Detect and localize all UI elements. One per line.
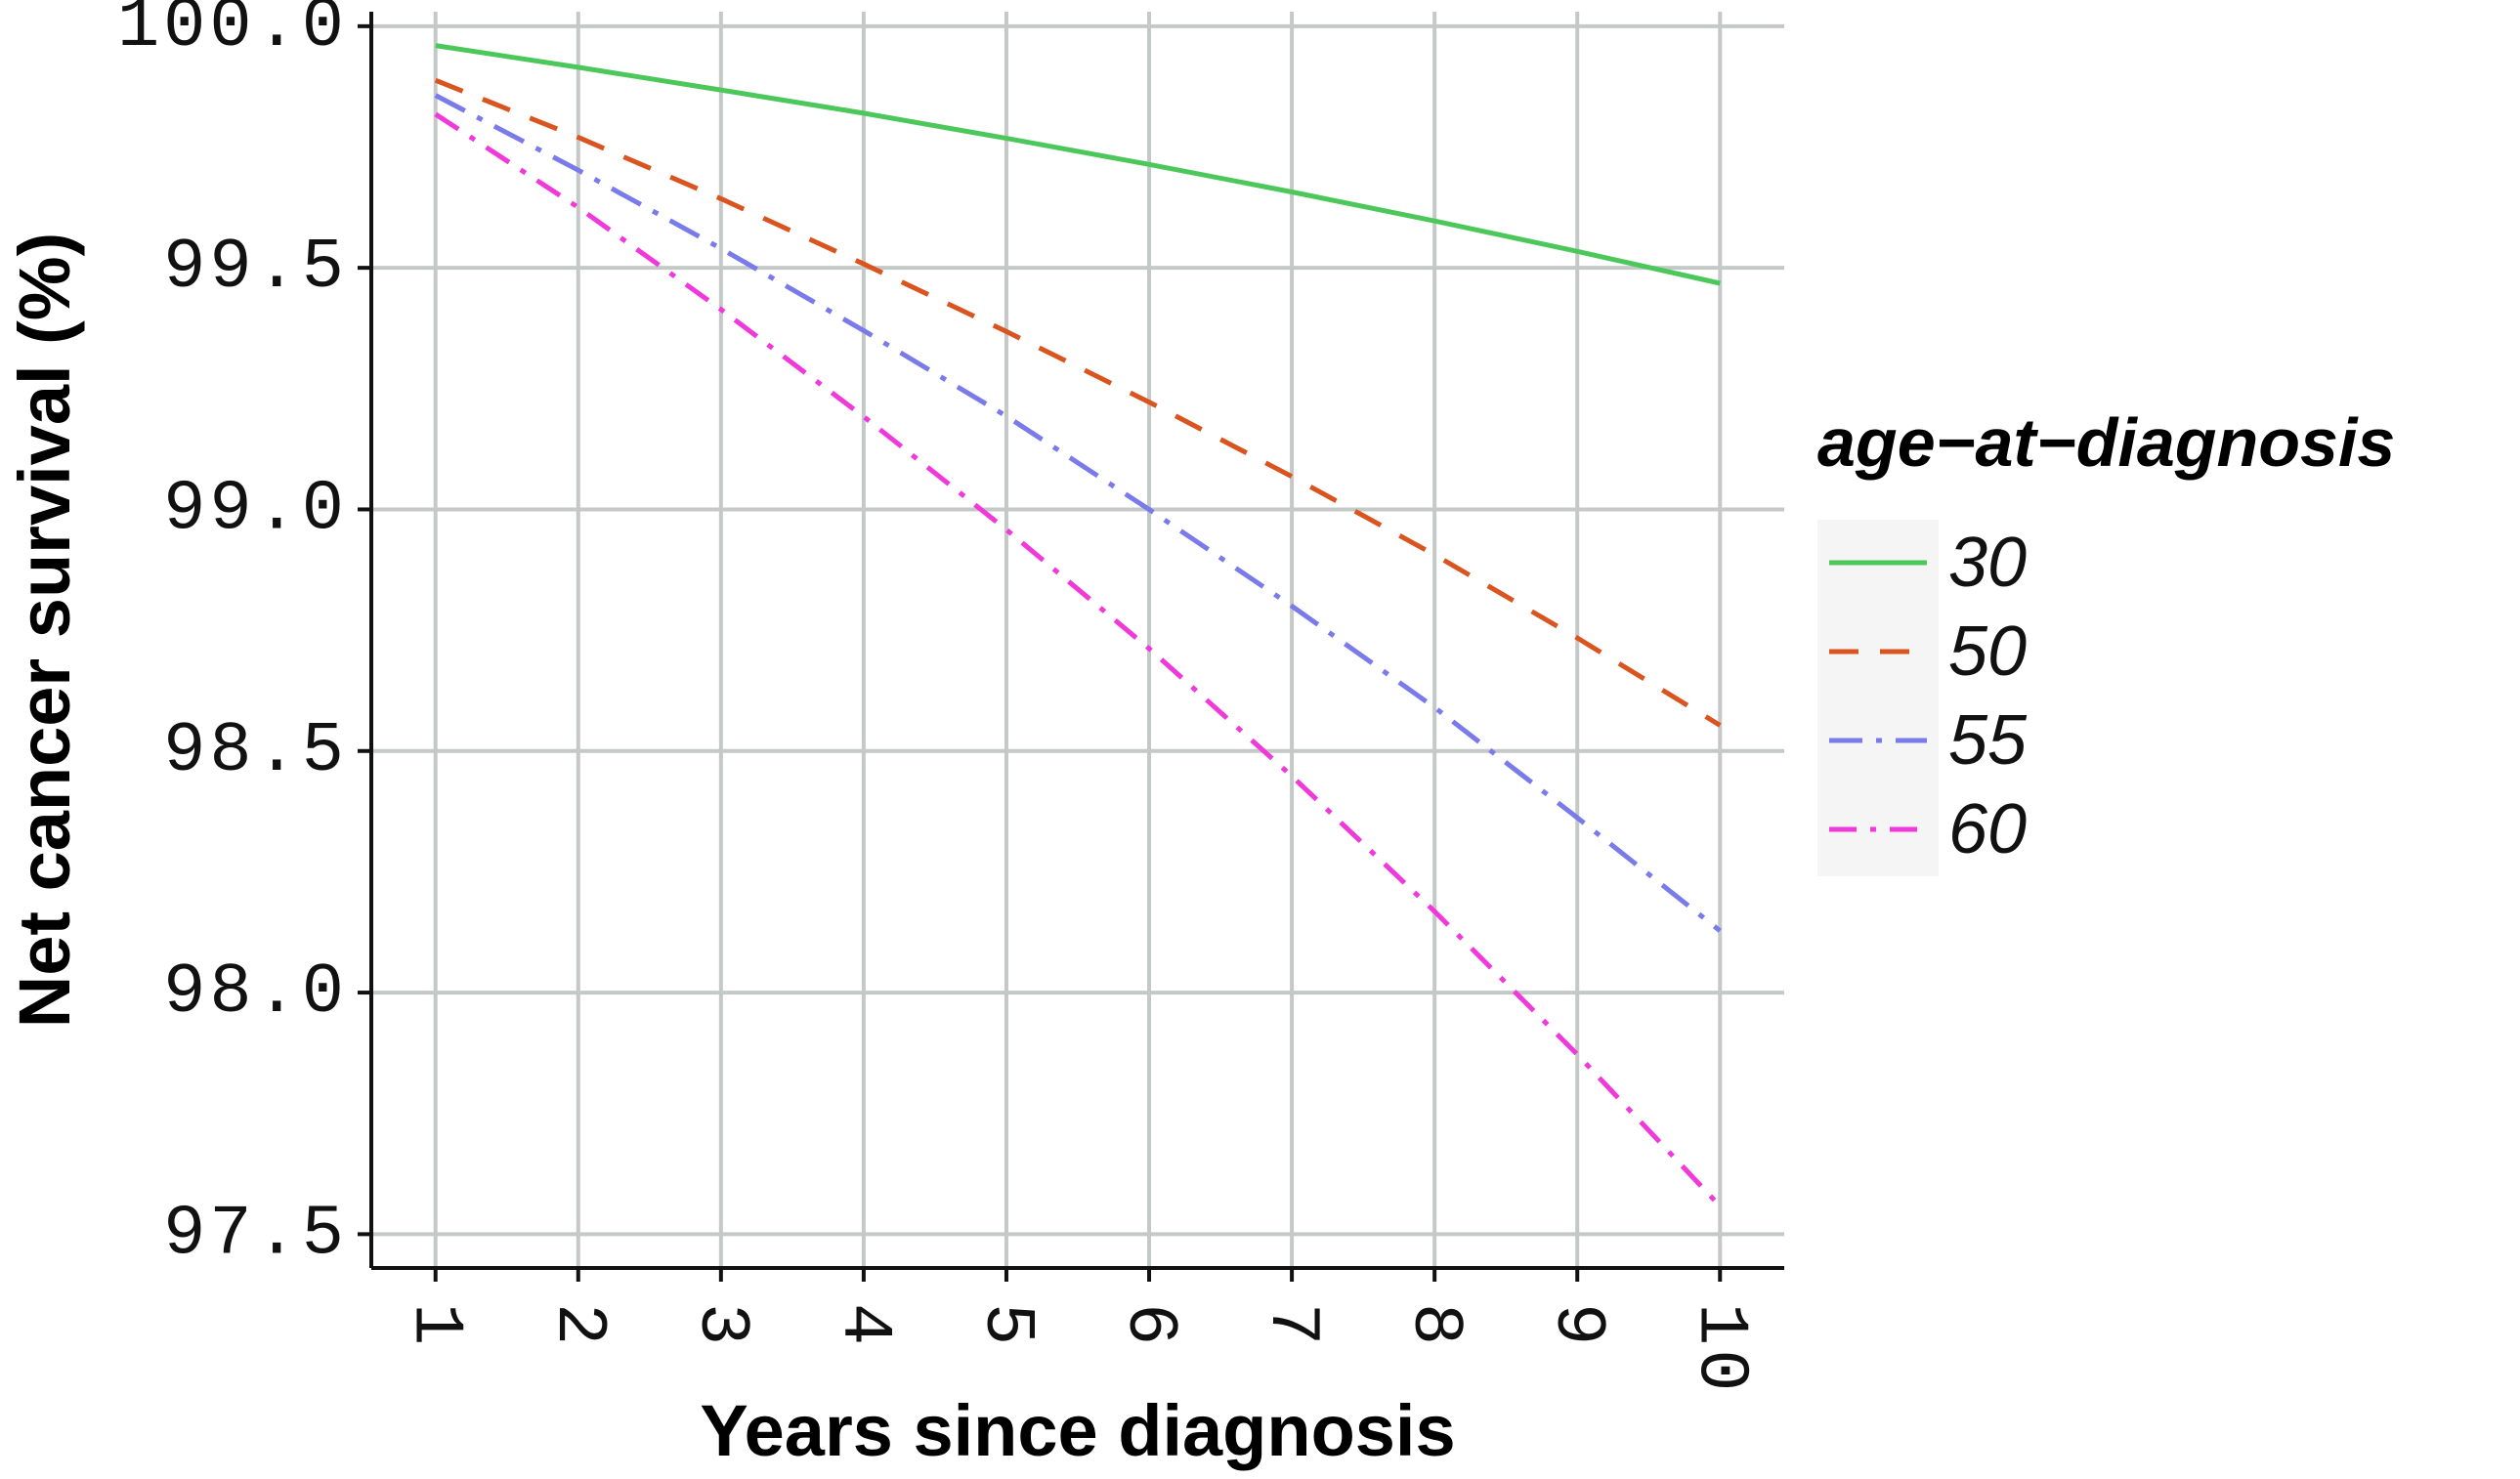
x-tick-label: 3 (681, 1303, 761, 1349)
x-tick-label: 4 (824, 1303, 904, 1349)
y-axis-title: Net cancer survival (%) (4, 232, 85, 1028)
gridlines (371, 12, 1784, 1268)
y-tick-label: 98.0 (163, 952, 348, 1033)
series-line-age-50 (434, 77, 1722, 728)
tick-labels: 1 2 3 4 5 6 7 8 9 10 97.5 98.0 98.5 99.0 99.5 100.0 (117, 0, 1760, 1395)
x-tick-label: 10 (1680, 1303, 1760, 1395)
y-tick-label: 99.0 (163, 469, 348, 549)
legend-items: 30 50 55 60 (1829, 524, 2028, 868)
series-line-age-55 (434, 93, 1722, 933)
series-lines (434, 43, 1723, 1208)
x-axis-title: Years since diagnosis (700, 1390, 1455, 1471)
x-tick-label: 7 (1252, 1303, 1332, 1349)
x-tick-label: 8 (1394, 1303, 1474, 1349)
legend-label-age-30: 30 (1948, 524, 2027, 602)
x-tick-label: 6 (1109, 1303, 1189, 1349)
axes (358, 12, 1784, 1282)
x-tick-label: 1 (396, 1303, 476, 1349)
legend-label-age-60: 60 (1948, 790, 2027, 868)
legend-title: age−at−diagnosis (1817, 404, 2395, 481)
x-tick-label: 5 (966, 1303, 1046, 1349)
legend-label-age-55: 55 (1948, 701, 2028, 780)
legend: age−at−diagnosis 30 50 55 60 (1817, 404, 2395, 876)
y-tick-label: 99.5 (163, 228, 348, 308)
x-tick-label: 2 (538, 1303, 619, 1349)
legend-key-background (1817, 520, 1939, 876)
series-line-age-30 (435, 43, 1721, 286)
y-tick-label: 98.5 (163, 711, 348, 791)
x-tick-label: 9 (1537, 1303, 1617, 1349)
y-tick-label: 100.0 (117, 0, 348, 66)
series-line-age-60 (434, 111, 1723, 1208)
legend-label-age-50: 50 (1948, 613, 2027, 691)
y-tick-label: 97.5 (163, 1194, 348, 1274)
